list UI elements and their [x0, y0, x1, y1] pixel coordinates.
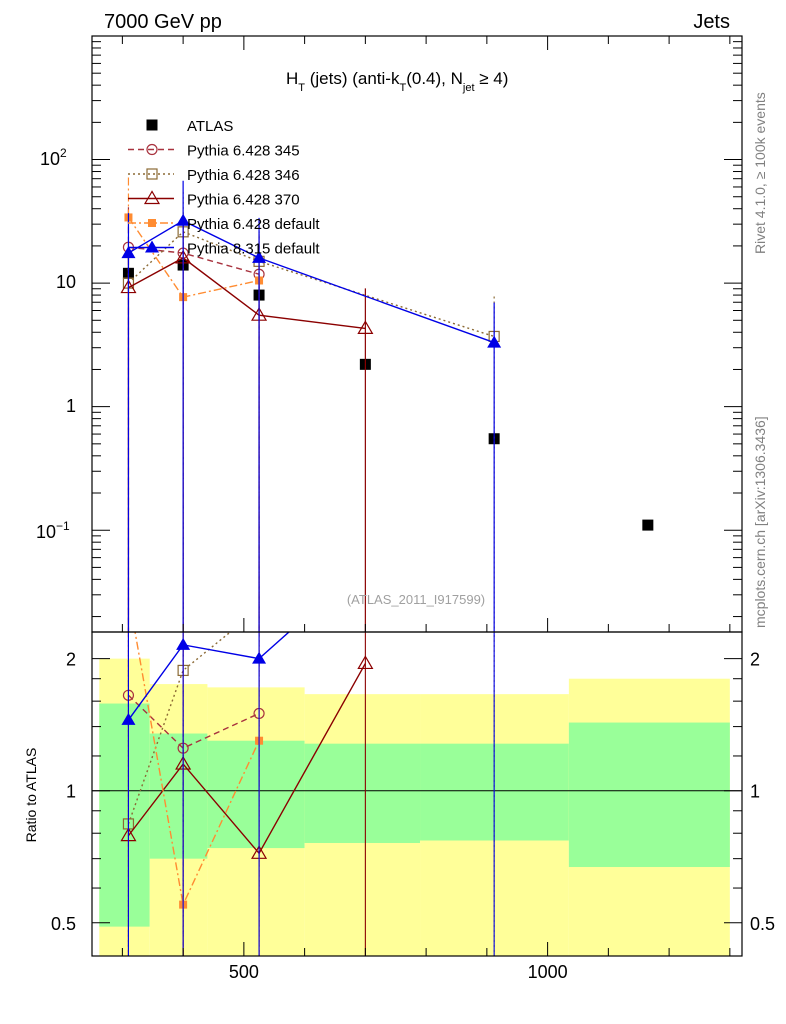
data-point-p8def	[487, 335, 502, 348]
legend-marker-p345	[146, 143, 158, 156]
data-point-p370	[357, 320, 374, 334]
ratio-tick-label-right: 1	[750, 782, 760, 802]
legend-marker-p8def	[145, 240, 159, 253]
ytick-label-100: 102	[40, 146, 67, 169]
ratio-line-p370	[127, 663, 366, 855]
ratio-tick-label-right: 2	[750, 650, 760, 670]
x-tick-label: 1000	[528, 962, 568, 982]
header-right: Jets	[693, 11, 730, 33]
ratio-point-p8def	[252, 651, 267, 664]
data-point-atlas	[642, 519, 654, 531]
data-point-p8def	[121, 246, 136, 259]
legend-label-p8def: Pythia 8.315 default	[187, 241, 320, 258]
ratio-plot-frame	[91, 631, 743, 957]
data-point-p8def	[252, 250, 267, 263]
ratio-tick-labels: 0.5 0.5 1 1 2 2	[51, 650, 775, 934]
ratio-axis-label: Ratio to ATLAS	[23, 748, 39, 843]
band-inner-0	[99, 703, 150, 927]
ratio-tick-label-left: 0.5	[51, 914, 76, 934]
legend-label-p370: Pythia 6.428 370	[187, 192, 300, 209]
ratio-point-p8def	[176, 637, 191, 650]
series-line-p346	[127, 231, 495, 338]
rivet-version-text: Rivet 4.1.0, ≥ 100k events	[752, 92, 768, 254]
band-inner-2	[207, 740, 305, 849]
data-point-p8def	[176, 213, 191, 226]
ratio-series-layer	[120, 632, 495, 956]
ratio-line-p345	[127, 694, 260, 750]
chart-title: HT (jets) (anti-kT(0.4), Njet ≥ 4)	[286, 69, 508, 94]
ytick-label-1: 1	[66, 396, 76, 416]
legend-label-p346: Pythia 6.428 346	[187, 167, 300, 184]
x-tick-labels: 500 1000	[229, 962, 568, 982]
main-series-layer	[120, 177, 654, 632]
band-inner-3	[304, 743, 421, 843]
ratio-tick-label-left: 1	[66, 782, 76, 802]
ratio-tick-label-right: 0.5	[750, 914, 775, 934]
ratio-point-p370	[357, 655, 374, 670]
legend-marker-atlas	[146, 119, 158, 131]
ratio-tick-label-left: 2	[66, 650, 76, 670]
ytick-label-10: 10	[56, 272, 76, 292]
legend: ATLAS Pythia 6.428 345 Pythia 6.428 346 Pyt…	[128, 118, 320, 258]
analysis-label: (ATLAS_2011_I917599)	[347, 592, 485, 607]
legend-marker-p6def	[148, 219, 156, 227]
legend-label-atlas: ATLAS	[187, 118, 233, 135]
x-tick-label: 500	[229, 962, 259, 982]
band-inner-5	[568, 722, 730, 868]
legend-label-p345: Pythia 6.428 345	[187, 143, 300, 160]
legend-label-p6def: Pythia 6.428 default	[187, 216, 320, 233]
legend-marker-p346	[146, 168, 158, 180]
uncertainty-bands	[99, 658, 730, 956]
header-left: 7000 GeV pp	[104, 11, 222, 33]
ratio-line-p8def	[127, 632, 291, 721]
source-text: mcplots.cern.ch [arXiv:1306.3436]	[752, 416, 768, 628]
series-line-p8def	[128, 219, 495, 344]
legend-marker-p370	[143, 190, 161, 205]
axis-ticks	[92, 36, 742, 956]
ratio-point-p8def	[121, 712, 136, 725]
series-line-p370	[128, 257, 366, 330]
ytick-label-0.1: 10−1	[36, 519, 70, 542]
ratio-line-p6def	[134, 632, 260, 907]
